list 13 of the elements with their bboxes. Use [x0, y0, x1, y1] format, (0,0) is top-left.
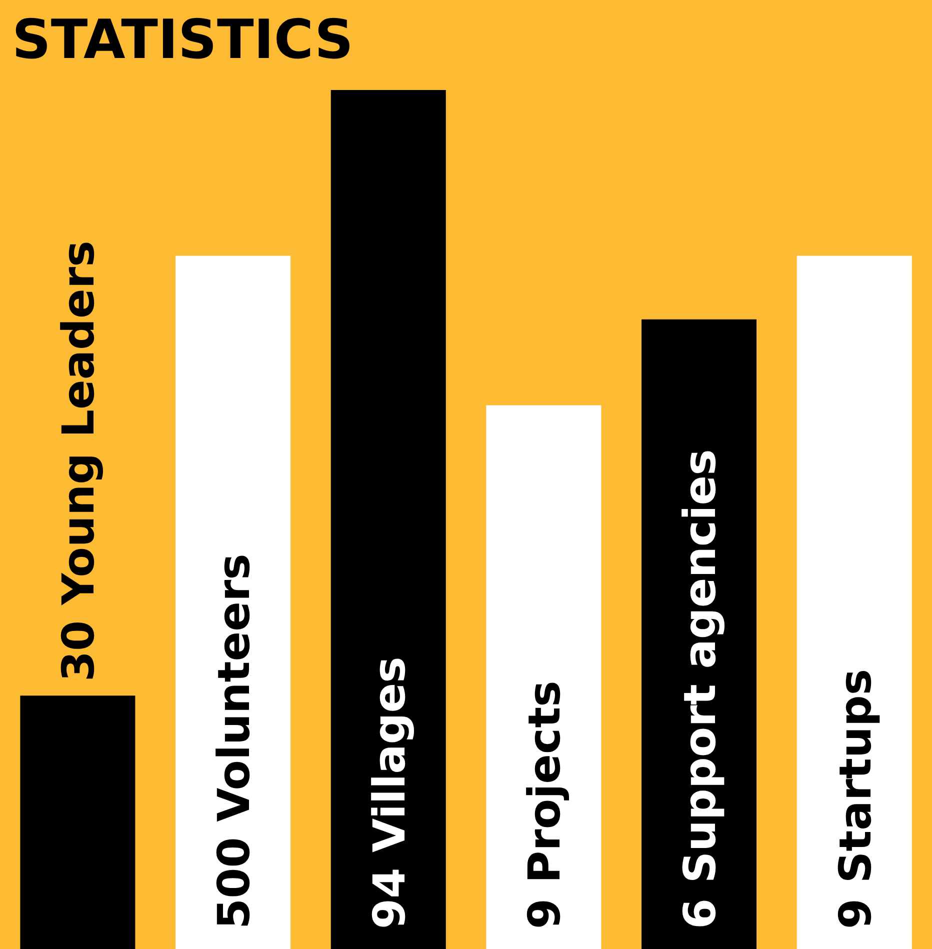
x-tick-label: 9 Startups [830, 668, 882, 929]
chart-title: STATISTICS [12, 8, 354, 71]
x-tick-label: 94 Villages [364, 656, 416, 929]
x-tick-label: 6 Support agencies [675, 449, 726, 929]
bar [176, 256, 291, 949]
x-tick-label: 9 Projects [520, 680, 571, 929]
bar [330, 90, 446, 949]
x-tick-label: 30 Young Leaders [54, 240, 105, 682]
bar [486, 405, 602, 949]
bar [20, 696, 136, 949]
bar [796, 256, 912, 949]
x-tick-label: 500 Volunteers [209, 554, 260, 929]
bar [642, 319, 757, 949]
